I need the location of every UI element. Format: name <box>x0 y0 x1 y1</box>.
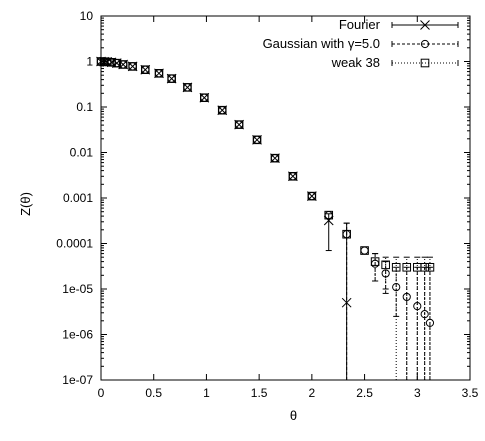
data-point-x <box>307 191 317 201</box>
x-mark-stroke <box>307 191 317 201</box>
data-point-x <box>288 171 298 182</box>
x-tick-label: 3.5 <box>462 386 479 400</box>
legend-label: Gaussian with γ=5.0 <box>263 36 380 51</box>
data-point-x <box>270 153 280 164</box>
legend-label: weak 38 <box>331 55 380 70</box>
x-tick-label: 1.5 <box>251 386 268 400</box>
data-point-circle <box>402 292 411 302</box>
data-point-square <box>420 262 429 272</box>
x-mark-stroke <box>270 153 280 164</box>
data-point-square <box>307 191 317 201</box>
legend-marker-square <box>420 58 430 68</box>
x-tick-label: 1 <box>203 386 210 400</box>
y-tick-label: 0.001 <box>63 191 93 205</box>
data-point-square <box>183 83 192 92</box>
y-tick-label: 1e-06 <box>62 328 93 342</box>
data-point-square <box>252 135 262 145</box>
data-point-x <box>154 68 164 79</box>
legend: Fourier Gaussian with γ=5.0 weak 38 <box>263 17 459 70</box>
legend-label: Fourier <box>339 17 381 32</box>
data-point-circle <box>381 269 390 278</box>
data-point-circle <box>360 246 369 255</box>
tick-label-layer: 0 0.5 1 1.5 2 2.5 3 3.5 10 1 0.1 0.01 0.001 0.0001 1e-… <box>56 9 478 400</box>
data-point-square <box>200 93 209 103</box>
x-tick-label: 0.5 <box>145 386 162 400</box>
data-point-square <box>342 229 351 239</box>
x-mark-stroke <box>118 59 128 70</box>
y-tick-label: 0.0001 <box>56 237 93 251</box>
x-mark-stroke <box>217 105 228 116</box>
y-tick-label: 0.01 <box>70 146 94 160</box>
tick-layer <box>100 15 471 381</box>
data-point-square <box>217 105 227 115</box>
data-point-x <box>217 105 228 116</box>
data-point-x <box>252 134 262 145</box>
data-point-square <box>234 120 244 129</box>
data-point-x <box>140 64 151 75</box>
y-tick-label: 0.1 <box>76 100 93 114</box>
data-point-square <box>370 257 380 266</box>
data-point-square <box>107 58 116 67</box>
x-mark-stroke <box>154 68 164 79</box>
y-tick-label: 1e-05 <box>62 282 93 296</box>
data-point-circle <box>425 318 435 327</box>
data-point-x <box>341 297 352 308</box>
x-mark-stroke <box>166 73 177 84</box>
data-point-x <box>199 92 210 103</box>
x-axis-label: θ <box>290 408 297 423</box>
data-point-square <box>112 58 122 68</box>
data-point-square <box>324 210 334 220</box>
legend-marker-x <box>420 20 430 30</box>
data-point-square <box>381 260 390 270</box>
data-point-square <box>425 262 435 272</box>
x-mark-stroke <box>252 134 262 145</box>
data-point-square <box>360 246 369 255</box>
x-tick-label: 3 <box>414 386 421 400</box>
y-tick-label: 1 <box>86 55 93 69</box>
x-mark-stroke <box>341 297 352 308</box>
x-mark-stroke <box>288 171 298 182</box>
x-mark-stroke <box>199 92 210 103</box>
data-point-square <box>288 171 298 181</box>
x-tick-label: 0 <box>98 386 105 400</box>
data-point-x <box>127 61 138 72</box>
data-point-x <box>182 82 193 93</box>
data-point-x <box>166 73 177 84</box>
data-point-x <box>234 119 244 130</box>
x-mark-stroke <box>234 119 244 130</box>
y-tick-label: 1e-07 <box>62 373 93 387</box>
data-point-square <box>154 69 164 78</box>
x-mark-stroke <box>420 20 430 30</box>
data-point-square <box>270 153 280 163</box>
data-point-square <box>391 262 401 272</box>
x-tick-label: 2 <box>309 386 316 400</box>
y-axis-label: Z(θ) <box>18 192 33 216</box>
legend-marker-circle <box>420 39 430 49</box>
data-point-square <box>167 74 176 83</box>
x-mark-stroke <box>182 82 193 93</box>
x-mark-stroke <box>140 64 151 75</box>
data-point-square <box>118 60 128 69</box>
x-mark-stroke <box>127 61 138 72</box>
data-point-square <box>140 65 150 75</box>
y-tick-label: 10 <box>80 9 94 23</box>
marker-layer <box>96 56 435 327</box>
data-point-circle <box>392 283 401 292</box>
data-point-square <box>128 62 137 71</box>
data-point-circle <box>413 302 422 311</box>
errorbar-layer <box>325 213 433 380</box>
data-point-square <box>402 262 412 272</box>
data-point-circle <box>420 310 429 319</box>
x-tick-label: 2.5 <box>356 386 373 400</box>
